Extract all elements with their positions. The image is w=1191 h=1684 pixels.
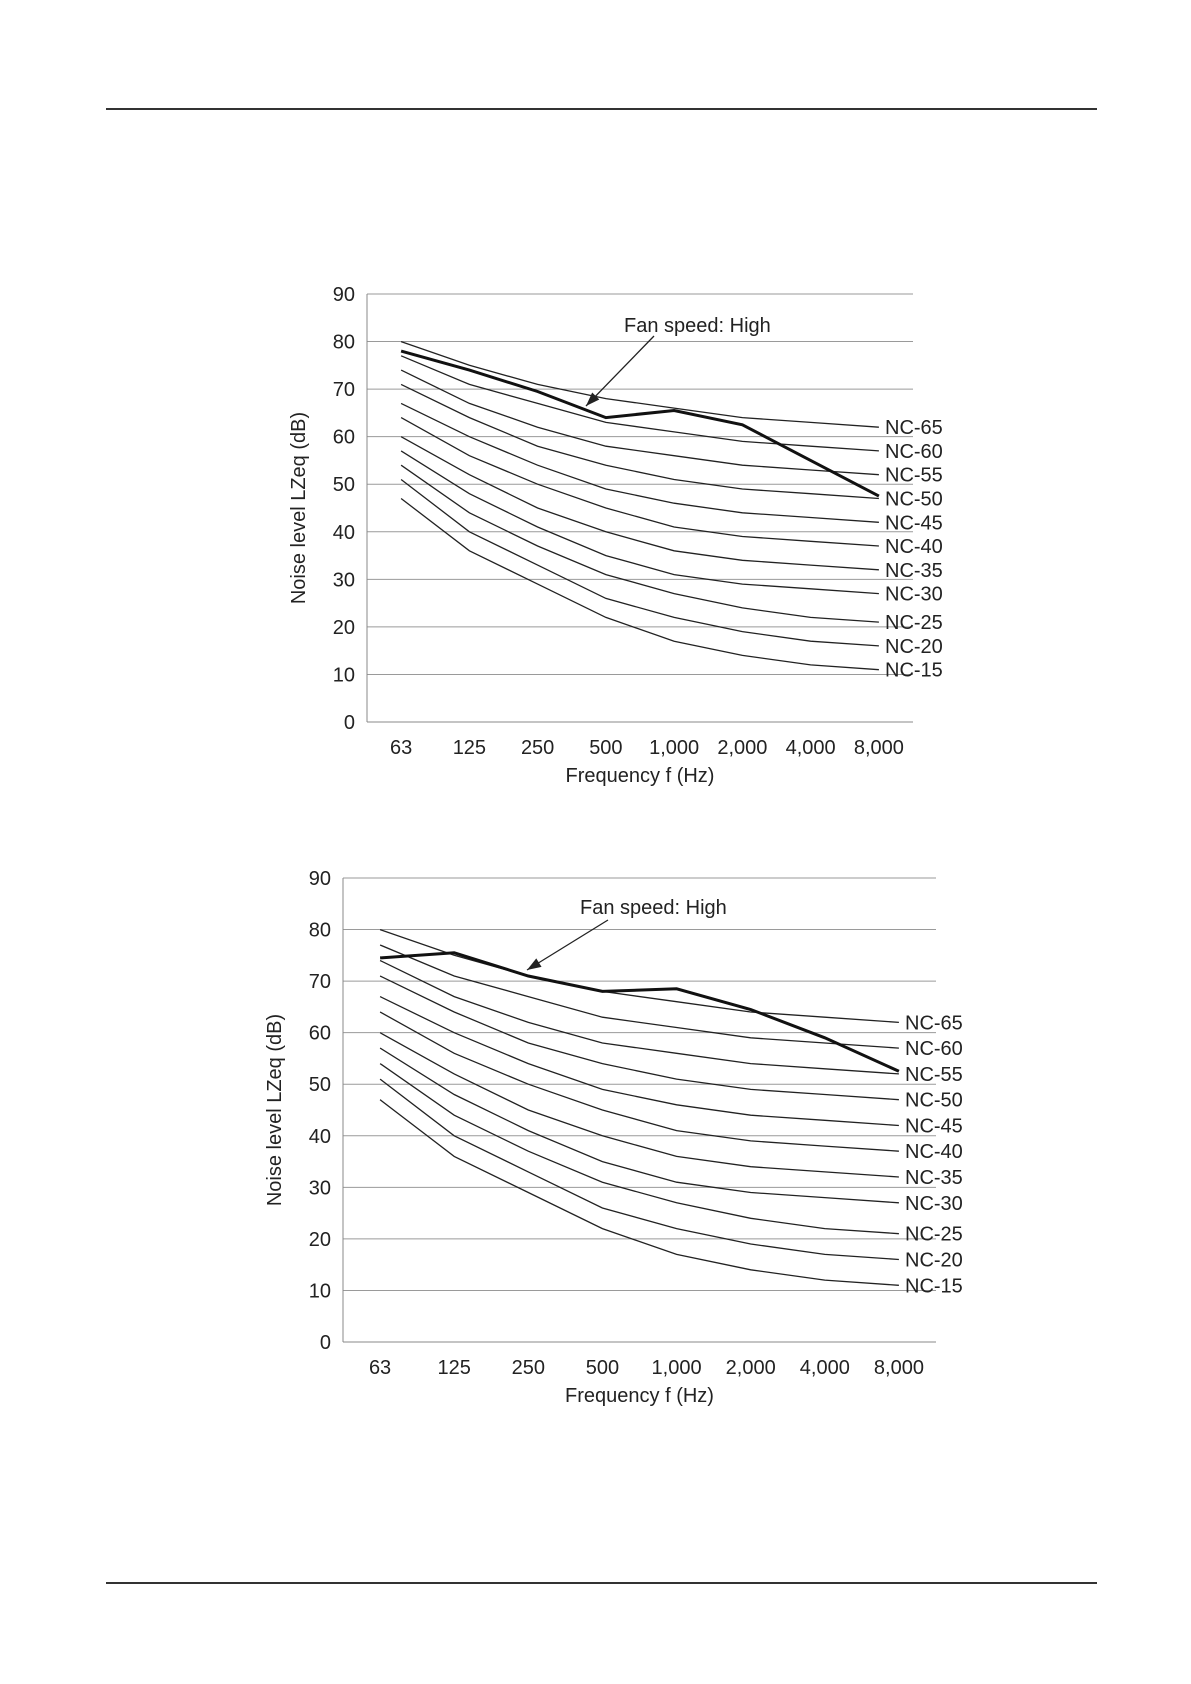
x-tick-label: 125	[438, 1357, 471, 1379]
annotation-arrowhead	[527, 958, 542, 970]
nc-curve-label: NC-40	[905, 1141, 963, 1163]
nc-curve-nc-55	[379, 959, 899, 1075]
nc-curve-nc-35	[400, 436, 879, 571]
nc-curve-label: NC-55	[905, 1064, 963, 1086]
x-axis-title: Frequency f (Hz)	[565, 1385, 714, 1407]
y-tick-label: 0	[320, 1332, 331, 1354]
nc-curve-nc-60	[379, 944, 899, 1049]
x-tick-label: 1,000	[649, 737, 699, 759]
y-tick-label: 20	[309, 1229, 331, 1251]
nc-curve-label: NC-65	[905, 1012, 963, 1034]
y-tick-label: 50	[309, 1074, 331, 1096]
nc-curve-label: NC-50	[905, 1090, 963, 1112]
x-tick-label: 8,000	[874, 1357, 924, 1379]
nc-curve-nc-40	[379, 1011, 899, 1152]
nc-curve-nc-65	[379, 928, 899, 1024]
y-tick-label: 30	[333, 569, 355, 591]
annotation-label: Fan speed: High	[580, 897, 727, 919]
x-tick-label: 4,000	[800, 1357, 850, 1379]
nc-curve-nc-65	[400, 340, 879, 428]
x-tick-label: 250	[521, 737, 554, 759]
chart-1: 0 10 20 30 40 50 60 70 80 90 63 125 250 500 1,000 2,000…	[288, 284, 943, 787]
nc-curve-label: NC-60	[905, 1038, 963, 1060]
nc-curve-label: NC-30	[905, 1193, 963, 1215]
nc-curve-nc-30	[400, 450, 879, 595]
measured-noise-curve	[379, 951, 900, 1073]
nc-curve-label: NC-45	[905, 1115, 963, 1137]
annotation-arrow	[585, 335, 655, 407]
y-axis-title: Noise level LZeq (dB)	[264, 1014, 286, 1206]
nc-curve-label: NC-60	[885, 441, 943, 463]
nc-curve-label: NC-35	[905, 1167, 963, 1189]
nc-curve-nc-45	[400, 402, 879, 523]
y-tick-label: 90	[309, 868, 331, 890]
x-tick-label: 8,000	[854, 737, 904, 759]
nc-curve-label: NC-30	[885, 584, 943, 606]
y-tick-label: 80	[309, 920, 331, 942]
nc-curve-label: NC-20	[885, 636, 943, 658]
nc-curve-nc-30	[379, 1047, 899, 1204]
x-tick-label: 125	[453, 737, 486, 759]
x-tick-label: 2,000	[717, 737, 767, 759]
nc-curve-label: NC-15	[905, 1275, 963, 1297]
nc-curve-nc-45	[379, 996, 899, 1127]
x-axis-title: Frequency f (Hz)	[566, 765, 715, 787]
y-tick-label: 90	[333, 284, 355, 306]
nc-curve-label: NC-45	[885, 512, 943, 534]
nc-curve-label: NC-65	[885, 417, 943, 439]
annotation-arrow	[526, 919, 609, 971]
nc-curve-nc-20	[400, 478, 879, 647]
nc-curve-nc-50	[400, 383, 879, 500]
nc-curve-label: NC-25	[885, 612, 943, 634]
y-tick-label: 40	[333, 522, 355, 544]
y-tick-label: 40	[309, 1126, 331, 1148]
annotation-label: Fan speed: High	[624, 315, 771, 337]
x-tick-label: 1,000	[652, 1357, 702, 1379]
y-tick-label: 10	[333, 664, 355, 686]
y-tick-label: 0	[344, 712, 355, 734]
nc-curve-nc-15	[379, 1099, 899, 1286]
y-tick-label: 60	[333, 427, 355, 449]
x-tick-label: 63	[390, 737, 412, 759]
x-tick-label: 500	[589, 737, 622, 759]
y-tick-label: 70	[309, 971, 331, 993]
nc-curve-label: NC-15	[885, 660, 943, 682]
nc-curve-nc-15	[400, 497, 879, 671]
nc-curve-nc-25	[400, 464, 879, 623]
nc-curve-label: NC-55	[885, 465, 943, 487]
nc-curve-nc-60	[400, 355, 879, 452]
nc-curve-nc-35	[379, 1032, 899, 1178]
y-tick-label: 70	[333, 379, 355, 401]
bottom-rule	[106, 1582, 1097, 1584]
nc-curve-label: NC-40	[885, 536, 943, 558]
y-tick-label: 30	[309, 1177, 331, 1199]
y-tick-label: 10	[309, 1280, 331, 1302]
nc-curve-nc-55	[400, 369, 879, 476]
nc-curve-label: NC-25	[905, 1224, 963, 1246]
nc-curve-label: NC-20	[905, 1250, 963, 1272]
chart-2: 0 10 20 30 40 50 60 70 80 90 63 125 250 500 1,000 2,000…	[264, 868, 963, 1407]
top-rule	[106, 108, 1097, 110]
x-tick-label: 4,000	[786, 737, 836, 759]
y-tick-label: 80	[333, 332, 355, 354]
x-tick-label: 63	[369, 1357, 391, 1379]
nc-curve-nc-50	[379, 975, 899, 1101]
y-axis-title: Noise level LZeq (dB)	[288, 412, 310, 604]
nc-curve-nc-40	[400, 417, 879, 547]
nc-curve-nc-25	[379, 1063, 899, 1235]
nc-curve-label: NC-35	[885, 560, 943, 582]
x-tick-label: 2,000	[726, 1357, 776, 1379]
y-tick-label: 50	[333, 474, 355, 496]
measured-noise-curve	[400, 349, 880, 498]
nc-curve-label: NC-50	[885, 488, 943, 510]
x-tick-label: 500	[586, 1357, 619, 1379]
y-tick-label: 60	[309, 1023, 331, 1045]
nc-curve-nc-20	[379, 1078, 899, 1261]
annotation-arrowhead	[586, 392, 600, 406]
y-tick-label: 20	[333, 617, 355, 639]
x-tick-label: 250	[512, 1357, 545, 1379]
